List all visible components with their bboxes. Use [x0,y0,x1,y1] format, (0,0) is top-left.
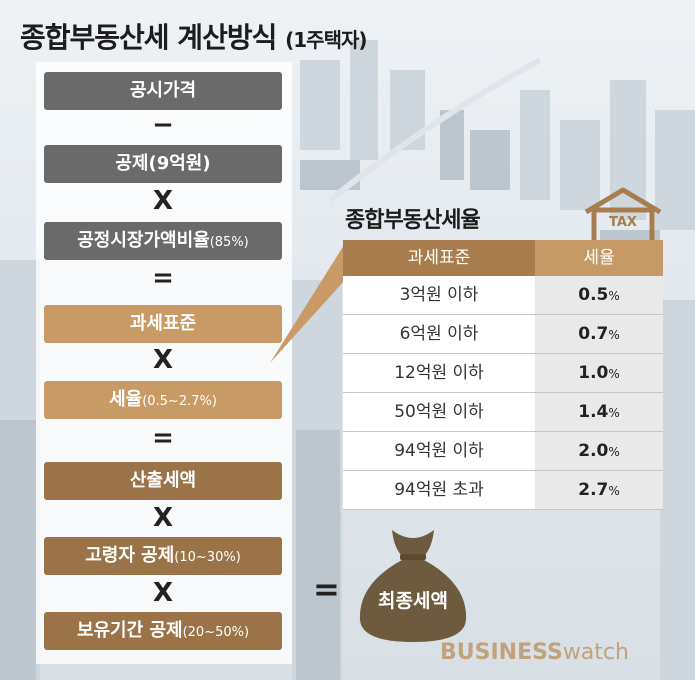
row-rate: 0.7% [535,315,663,353]
rate-value: 2.7 [578,480,609,500]
final-tax-label: 최종세액 [378,590,448,612]
rate-table-header: 과세표준 세율 [343,240,663,276]
box-tax-rate-label: 세율 [109,389,143,410]
operator-equals-2: = [152,423,174,453]
rate-table: 과세표준 세율 3억원 이하 0.5% 6억원 이하 0.7% 12억원 이하 … [343,240,663,510]
box-senior-deduction: 고령자 공제(10~30%) [44,537,282,575]
table-row: 94억원 이하 2.0% [343,432,663,471]
table-row: 50억원 이하 1.4% [343,393,663,432]
rate-unit: % [608,367,620,381]
row-base: 3억원 이하 [343,276,535,314]
row-rate: 1.4% [535,393,663,431]
box-calculated-tax: 산출세액 [44,462,282,500]
result-equals: = [313,570,340,608]
rate-unit: % [608,289,620,303]
row-rate: 2.7% [535,471,663,509]
box-official-price-label: 공시가격 [129,80,197,101]
rate-value: 1.4 [578,402,609,422]
operator-multiply-4: X [152,578,174,608]
table-row: 6억원 이하 0.7% [343,315,663,354]
table-row: 3억원 이하 0.5% [343,276,663,315]
box-tax-base-label: 과세표준 [129,313,197,334]
row-rate: 2.0% [535,432,663,470]
box-deduction-detail: (9억원) [148,153,211,174]
table-row: 12억원 이하 1.0% [343,354,663,393]
row-rate: 0.5% [535,276,663,314]
box-deduction: 공제(9억원) [44,145,282,183]
box-holding-period-deduction-label: 보유기간 공제 [76,620,183,641]
logo-business: BUSINESS [440,640,563,665]
box-tax-rate: 세율(0.5~2.7%) [44,381,282,419]
rate-unit: % [608,445,620,459]
operator-equals-1: = [152,263,174,293]
operator-minus: − [152,110,174,140]
operator-multiply-3: X [152,503,174,533]
rate-unit: % [608,484,620,498]
rate-value: 0.7 [578,324,609,344]
box-senior-deduction-detail: (10~30%) [174,550,241,565]
title-sub: (1주택자) [285,28,367,52]
rate-unit: % [608,406,620,420]
box-holding-period-deduction-detail: (20~50%) [182,625,250,640]
callout-arrow [270,245,344,363]
row-base: 94억원 이하 [343,432,535,470]
box-tax-base: 과세표준 [44,305,282,343]
box-fair-market-ratio: 공정시장가액비율(85%) [44,222,282,260]
operator-multiply-1: X [152,186,174,216]
operator-multiply-2: X [152,345,174,375]
row-base: 6억원 이하 [343,315,535,353]
rate-table-title: 종합부동산세율 [345,208,481,233]
businesswatch-logo: BUSINESSwatch [440,640,629,665]
box-fair-market-ratio-label: 공정시장가액비율 [77,230,210,251]
rate-unit: % [608,328,620,342]
row-base: 94억원 초과 [343,471,535,509]
rate-value: 0.5 [578,285,609,305]
header-rate: 세율 [535,240,663,276]
rate-value: 2.0 [578,441,609,461]
box-senior-deduction-label: 고령자 공제 [85,545,175,566]
tax-house-icon: TAX [584,187,662,246]
box-deduction-label: 공제 [115,153,149,174]
header-tax-base: 과세표준 [407,248,471,268]
money-bag-icon [359,530,467,642]
tax-icon-label: TAX [609,215,637,230]
page-title: 종합부동산세 계산방식 (1주택자) [20,16,368,56]
box-official-price: 공시가격 [44,72,282,110]
rate-value: 1.0 [578,363,609,383]
row-base: 50억원 이하 [343,393,535,431]
table-row: 94억원 초과 2.7% [343,471,663,510]
box-holding-period-deduction: 보유기간 공제(20~50%) [44,612,282,650]
row-base: 12억원 이하 [343,354,535,392]
row-rate: 1.0% [535,354,663,392]
box-fair-market-ratio-detail: (85%) [209,235,249,250]
logo-watch: watch [562,640,629,665]
box-calculated-tax-label: 산출세액 [129,470,197,491]
title-main: 종합부동산세 계산방식 [20,21,277,54]
box-tax-rate-detail: (0.5~2.7%) [142,394,217,409]
